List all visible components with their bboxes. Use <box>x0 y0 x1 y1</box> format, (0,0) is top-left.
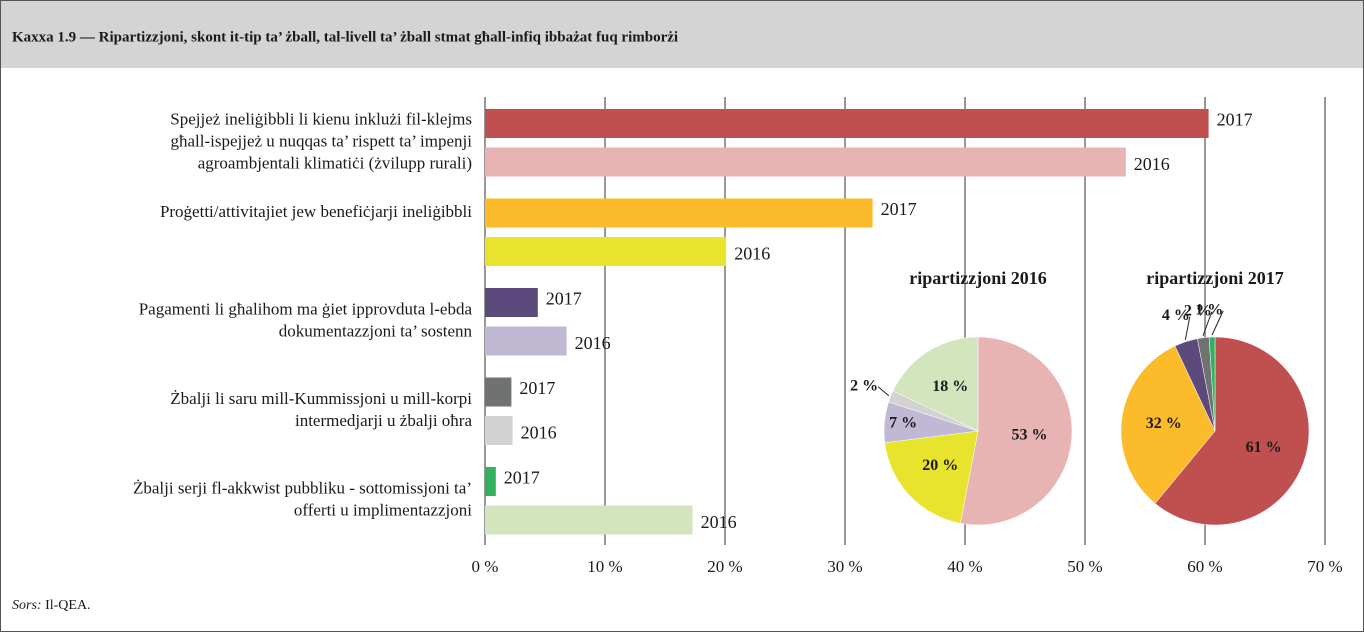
category-label: offerti u implimentazzjoni <box>294 501 472 520</box>
source-text: Il-QEA. <box>45 598 91 613</box>
pie-label: 7 % <box>889 415 917 432</box>
category-label: Spejjeż ineliġibbli li kienu inklużi fil… <box>170 110 472 129</box>
category-label: Żbalji serji fl-akkwist pubbliku - sotto… <box>133 479 472 498</box>
category-label: Pagamenti li għalihom ma ġiet ipprovduta… <box>139 300 473 319</box>
chart-title: Kaxxa 1.9 — Ripartizzjoni, skont it-tip … <box>12 29 678 45</box>
bar-series-label: 2016 <box>1134 154 1170 174</box>
x-tick-label: 40 % <box>947 557 982 576</box>
bar <box>485 505 693 535</box>
category-label: agroambjentali klimatiċi (żvilupp rurali… <box>198 154 472 173</box>
bar <box>485 109 1209 138</box>
bar-series-label: 2017 <box>546 289 582 309</box>
source: Sors: Il-QEA. <box>12 598 91 613</box>
pie-slice <box>1120 345 1216 504</box>
pie-label: 61 % <box>1246 439 1282 456</box>
source-label: Sors: <box>12 598 42 613</box>
pie-label: 18 % <box>932 378 968 395</box>
bar-series-label: 2017 <box>881 199 917 219</box>
leader-line <box>877 386 890 397</box>
bar <box>485 147 1126 177</box>
bar-series-label: 2017 <box>1217 110 1253 130</box>
bar-series-label: 2017 <box>504 468 540 488</box>
pie-label: 1 % <box>1195 301 1223 318</box>
bar-series-label: 2017 <box>519 378 555 398</box>
header-band <box>1 1 1363 68</box>
leader-line <box>1211 310 1224 336</box>
bar <box>485 198 873 228</box>
pie-label: 20 % <box>922 457 958 474</box>
x-tick-label: 20 % <box>707 557 742 576</box>
leader-line <box>1202 311 1213 337</box>
pie-label: 2 % <box>1184 302 1212 319</box>
x-tick-label: 10 % <box>587 557 622 576</box>
bar <box>485 377 512 407</box>
bar <box>485 416 513 445</box>
pie-slice <box>1154 336 1310 526</box>
x-tick-label: 0 % <box>472 557 499 576</box>
pie-title: ripartizzjoni 2016 <box>909 268 1046 288</box>
bar-series-label: 2016 <box>575 333 611 353</box>
bar-series-label: 2016 <box>734 244 770 264</box>
category-label: għall-ispejjeż u nuqqas ta’ rispett ta’ … <box>170 132 472 151</box>
leader-line <box>1184 316 1191 340</box>
bar <box>485 467 496 496</box>
bar <box>485 237 727 266</box>
x-tick-label: 70 % <box>1307 557 1342 576</box>
category-label: intermedjarji u żbalji oħra <box>295 411 472 430</box>
pie-label: 2 % <box>850 377 878 394</box>
pie-slice <box>884 430 979 524</box>
pie-title: ripartizzjoni 2017 <box>1146 268 1283 288</box>
bar-series-label: 2016 <box>701 512 737 532</box>
pie-label: 32 % <box>1146 415 1182 432</box>
pie-label: 53 % <box>1011 427 1047 444</box>
bar <box>485 288 538 317</box>
bar <box>485 326 567 356</box>
pie-slice <box>1208 336 1216 432</box>
x-tick-label: 50 % <box>1067 557 1102 576</box>
x-tick-label: 30 % <box>827 557 862 576</box>
category-label: dokumentazzjoni ta’ sostenn <box>279 322 473 341</box>
pie-label: 4 % <box>1162 307 1190 324</box>
category-label: Żbalji li saru mill-Kummissjoni u mill-k… <box>170 389 472 408</box>
category-label: Proġetti/attivitajiet jew benefiċjarji i… <box>160 202 472 221</box>
x-tick-label: 60 % <box>1187 557 1222 576</box>
pie-slice <box>892 336 979 432</box>
bar-series-label: 2016 <box>521 423 557 443</box>
pie-slice <box>960 336 1073 526</box>
